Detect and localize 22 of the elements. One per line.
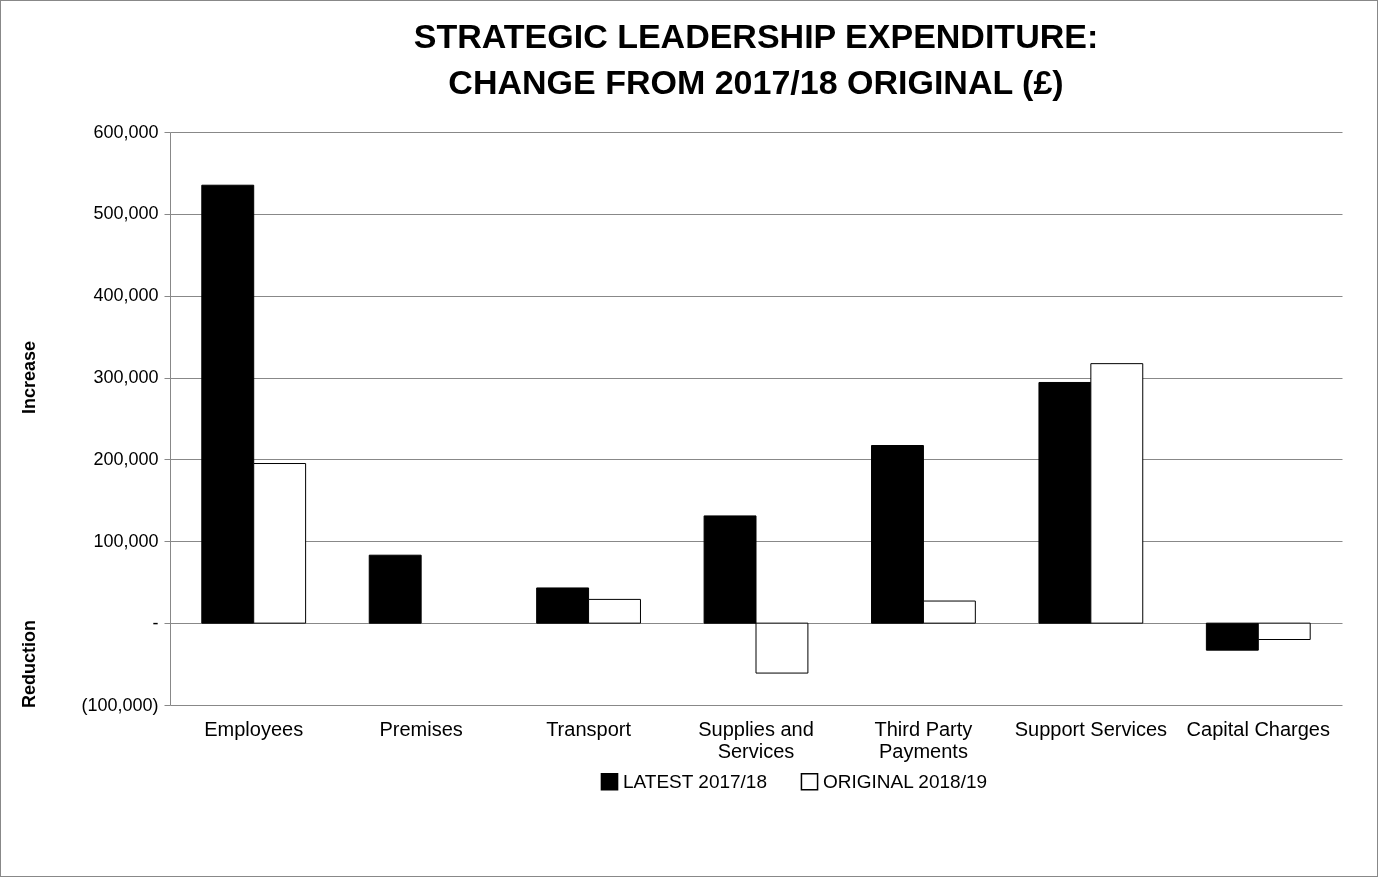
- y-tick-label: 100,000: [93, 530, 159, 551]
- x-tick-label: Support Services: [1014, 717, 1168, 740]
- legend-label: LATEST 2017/18: [623, 770, 768, 792]
- y-tick-label: 400,000: [93, 285, 159, 306]
- y-tick-label: 200,000: [93, 448, 159, 469]
- x-tick-label: Employees: [204, 717, 304, 740]
- text: STRATEGIC LEADERSHIP EXPENDITURE:: [413, 17, 1099, 55]
- y-tick-label: 500,000: [93, 203, 159, 224]
- x-tick-label: Premises: [379, 717, 463, 740]
- x-tick-label: Transport: [546, 717, 632, 740]
- bar: [368, 554, 422, 624]
- legend-label: ORIGINAL 2018/19: [823, 770, 988, 792]
- x-tick-label: Supplies and Services: [698, 717, 814, 762]
- y-axis-title: Increase: [19, 341, 39, 415]
- y-tick-label: 600,000: [93, 121, 159, 142]
- y-tick-label: -: [152, 612, 159, 633]
- x-tick-label: Capital Charges: [1186, 717, 1330, 740]
- y-tick-label: 300,000: [93, 367, 159, 388]
- text: Reduction: [19, 620, 39, 709]
- x-tick-label: Third Party Payments: [874, 717, 973, 762]
- text: CHANGE FROM 2017/18 ORIGINAL (£): [448, 63, 1064, 101]
- y-tick-label: (100,000): [81, 694, 159, 715]
